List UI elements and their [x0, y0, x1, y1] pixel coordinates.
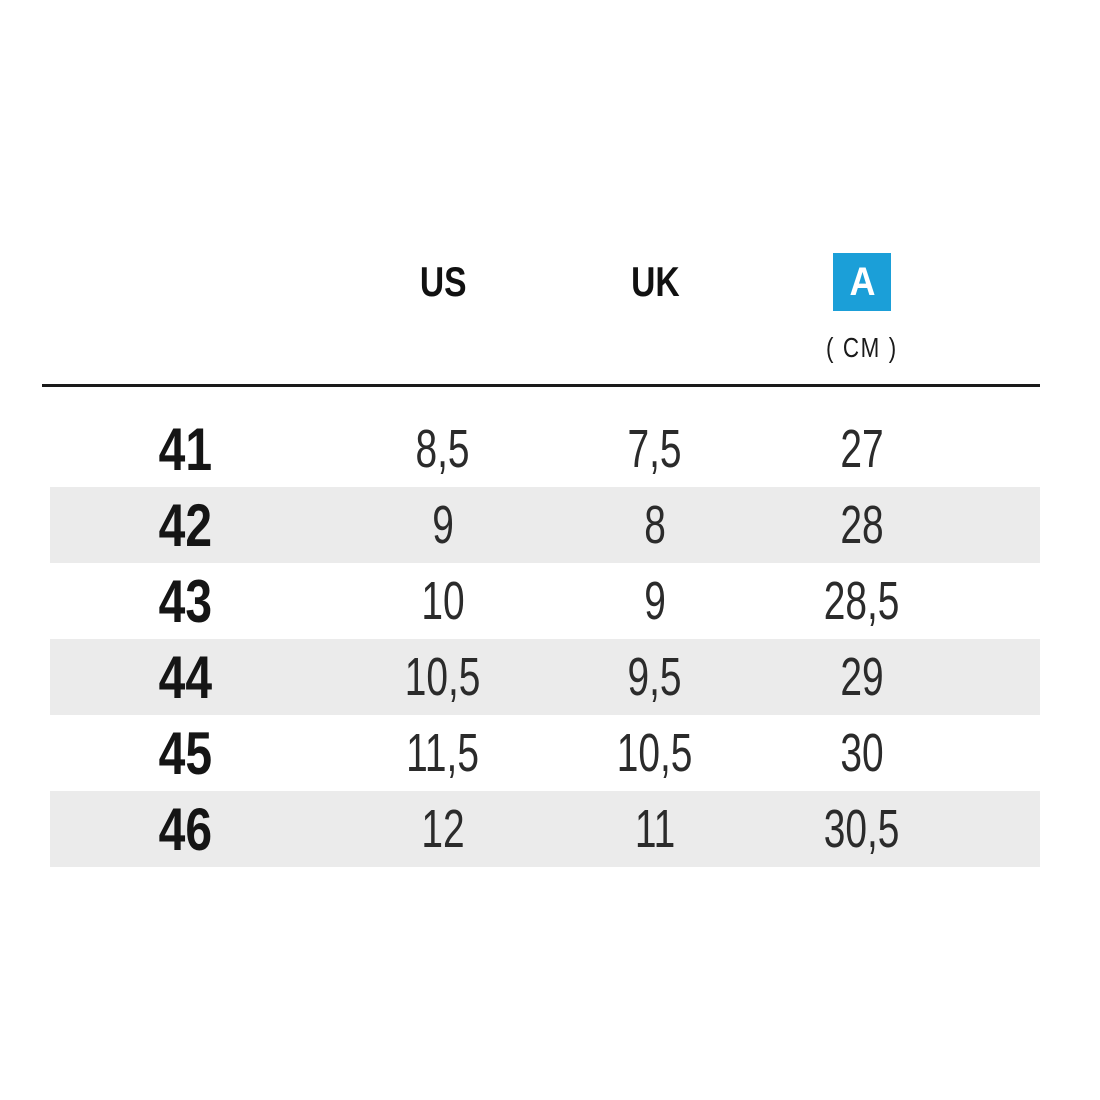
- uk-size-cell: 10,5: [566, 722, 744, 784]
- uk-size-cell: 7,5: [566, 418, 744, 480]
- eu-size-value: 42: [158, 491, 212, 559]
- eu-size-cell: 45: [50, 719, 320, 788]
- us-size-cell: 8,5: [320, 418, 566, 480]
- uk-size-cell: 9,5: [566, 646, 744, 708]
- cm-size-value: 28,5: [824, 571, 900, 631]
- table-row: 46 12 11 30,5: [50, 791, 1040, 867]
- cm-size-cell: 30: [744, 722, 980, 784]
- cm-size-value: 28: [840, 495, 884, 555]
- uk-size-cell: 8: [566, 494, 744, 556]
- eu-size-cell: 44: [50, 643, 320, 712]
- cm-size-cell: 28,5: [744, 570, 980, 632]
- uk-size-value: 9: [644, 571, 666, 631]
- eu-size-value: 46: [158, 795, 212, 863]
- uk-size-cell: 11: [566, 798, 744, 860]
- table-row: 44 10,5 9,5 29: [50, 639, 1040, 715]
- cm-unit-text: ( CM ): [826, 332, 898, 363]
- uk-header-label: UK: [630, 258, 680, 305]
- table-body: 41 8,5 7,5 27 42 9 8 28 43 10 9 28,5 44 10,5 9,5 29 45 11…: [50, 411, 1040, 867]
- cm-size-cell: 30,5: [744, 798, 980, 860]
- us-size-value: 10: [421, 571, 465, 631]
- uk-size-value: 9,5: [627, 647, 683, 707]
- cm-size-value: 27: [840, 419, 884, 479]
- us-size-cell: 9: [320, 494, 566, 556]
- table-row: 41 8,5 7,5 27: [50, 411, 1040, 487]
- us-size-cell: 11,5: [320, 722, 566, 784]
- eu-size-value: 43: [158, 567, 212, 635]
- size-table: US UK A ( CM ) 41 8,5 7,5 27 42 9 8 28 43 10 9 28,5…: [42, 0, 1040, 867]
- cm-size-value: 30,5: [824, 799, 900, 859]
- header-divider: [42, 384, 1040, 387]
- eu-size-cell: 42: [50, 491, 320, 560]
- cm-size-value: 30: [840, 723, 884, 783]
- table-header: US UK A ( CM ): [50, 253, 1040, 363]
- us-size-cell: 12: [320, 798, 566, 860]
- table-row: 42 9 8 28: [50, 487, 1040, 563]
- uk-size-value: 8: [644, 495, 666, 555]
- column-header-uk: UK: [566, 258, 744, 306]
- column-header-us: US: [320, 258, 566, 306]
- us-size-value: 9: [432, 495, 454, 555]
- column-header-cm: A ( CM ): [744, 253, 980, 363]
- us-size-cell: 10,5: [320, 646, 566, 708]
- us-size-cell: 10: [320, 570, 566, 632]
- eu-size-value: 44: [158, 643, 212, 711]
- us-size-value: 8,5: [415, 419, 471, 479]
- us-size-value: 10,5: [405, 647, 481, 707]
- us-header-label: US: [419, 258, 467, 305]
- uk-size-value: 7,5: [627, 419, 683, 479]
- cm-size-cell: 28: [744, 494, 980, 556]
- eu-size-value: 45: [158, 719, 212, 787]
- uk-size-value: 11: [634, 799, 676, 859]
- eu-size-value: 41: [158, 415, 212, 483]
- uk-size-cell: 9: [566, 570, 744, 632]
- cm-size-cell: 29: [744, 646, 980, 708]
- table-row: 45 11,5 10,5 30: [50, 715, 1040, 791]
- uk-size-value: 10,5: [617, 723, 693, 783]
- us-size-value: 11,5: [406, 723, 480, 783]
- cm-size-cell: 27: [744, 418, 980, 480]
- length-badge-letter: A: [848, 259, 875, 304]
- cm-unit-label: ( CM ): [744, 332, 980, 364]
- eu-size-cell: 43: [50, 567, 320, 636]
- eu-size-cell: 46: [50, 795, 320, 864]
- cm-size-value: 29: [840, 647, 884, 707]
- table-row: 43 10 9 28,5: [50, 563, 1040, 639]
- eu-size-cell: 41: [50, 415, 320, 484]
- us-size-value: 12: [421, 799, 465, 859]
- length-badge: A: [833, 253, 891, 311]
